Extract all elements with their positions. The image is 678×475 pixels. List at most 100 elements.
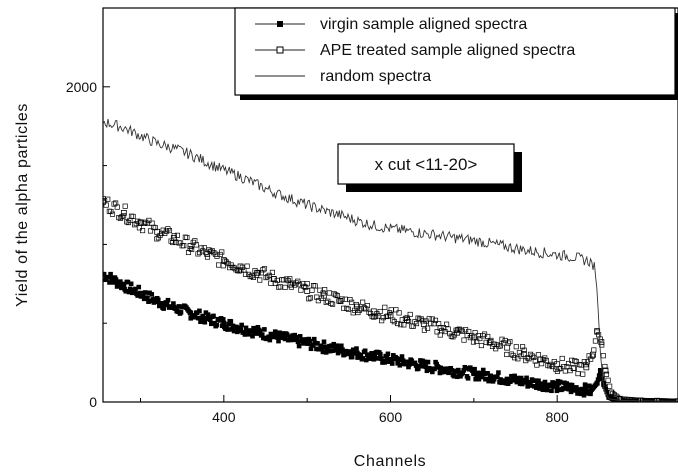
point-ape (314, 294, 320, 300)
point-virgin (320, 349, 326, 355)
point-virgin (311, 336, 317, 342)
point-virgin (331, 341, 337, 347)
point-virgin (209, 321, 214, 327)
point-virgin (371, 356, 377, 362)
point-ape (580, 371, 586, 377)
point-ape (572, 358, 578, 364)
point-virgin (118, 279, 123, 284)
point-virgin (121, 283, 126, 288)
point-ape (513, 344, 519, 350)
point-virgin (197, 308, 202, 314)
point-ape (504, 344, 511, 351)
point-ape (410, 323, 416, 329)
y-axis-title: Yield of the alpha particles (14, 103, 31, 307)
point-ape (328, 300, 334, 307)
point-ape (466, 328, 472, 335)
point-ape (455, 327, 461, 333)
point-ape (344, 305, 350, 311)
point-virgin (595, 377, 601, 382)
point-ape (268, 280, 274, 286)
point-ape (608, 389, 614, 395)
point-ape (409, 323, 415, 329)
point-ape (434, 329, 440, 335)
point-ape (330, 301, 336, 307)
point-virgin (340, 347, 345, 352)
point-virgin (201, 315, 207, 321)
point-ape (603, 371, 610, 377)
point-ape (394, 320, 401, 327)
series-3 (103, 118, 678, 402)
point-ape (192, 238, 198, 244)
point-ape (448, 333, 454, 339)
point-virgin (449, 368, 455, 373)
point-virgin (406, 364, 411, 370)
point-virgin (422, 359, 428, 365)
point-ape (249, 273, 255, 279)
point-ape (589, 353, 595, 359)
point-virgin (557, 379, 563, 385)
point-ape (231, 265, 237, 271)
point-virgin (243, 325, 249, 331)
point-ape (586, 353, 592, 359)
annotation-frame (337, 143, 515, 185)
point-virgin (375, 356, 381, 361)
point-ape (540, 357, 546, 363)
point-virgin (368, 356, 373, 361)
point-virgin (228, 319, 234, 324)
point-ape (371, 314, 377, 320)
point-ape (206, 247, 212, 253)
point-ape (301, 283, 307, 289)
point-virgin (582, 382, 588, 387)
point-virgin (255, 324, 261, 330)
point-ape (602, 363, 608, 370)
point-ape (239, 264, 245, 270)
point-virgin (360, 356, 366, 361)
point-virgin (266, 334, 272, 340)
point-virgin (473, 376, 478, 382)
point-ape (103, 202, 109, 208)
point-ape (559, 355, 565, 362)
point-ape (201, 245, 207, 251)
point-ape (588, 356, 594, 362)
point-virgin (275, 335, 280, 340)
point-ape (261, 266, 268, 272)
point-virgin (188, 315, 194, 321)
point-ape (184, 234, 190, 241)
point-virgin (126, 289, 132, 295)
point-ape (105, 196, 111, 202)
point-virgin (569, 382, 575, 388)
point-virgin (474, 373, 480, 379)
point-ape (309, 287, 315, 293)
point-ape (605, 377, 611, 383)
point-ape (377, 308, 383, 315)
point-virgin (113, 277, 119, 282)
point-ape (320, 290, 326, 296)
point-ape (393, 307, 399, 313)
point-ape (485, 333, 491, 340)
point-ape (497, 343, 503, 349)
point-virgin (512, 373, 517, 379)
point-virgin (363, 357, 369, 363)
point-ape (467, 335, 473, 341)
point-virgin (456, 367, 461, 373)
series-1 (103, 271, 678, 402)
point-ape (598, 339, 605, 346)
point-virgin (164, 300, 170, 306)
legend: virgin sample aligned spectra APE treate… (234, 7, 678, 100)
point-virgin (524, 375, 529, 381)
point-virgin (434, 361, 439, 367)
point-ape (174, 232, 180, 238)
point-ape (342, 296, 348, 302)
point-ape (402, 315, 408, 321)
point-ape (520, 344, 526, 350)
point-ape (233, 267, 239, 273)
x-tick-label: 800 (545, 409, 569, 425)
point-ape (494, 341, 500, 348)
point-virgin (446, 370, 451, 376)
point-ape (331, 291, 337, 297)
point-virgin (580, 390, 586, 395)
point-virgin (111, 280, 117, 285)
point-virgin (477, 370, 483, 376)
point-virgin (192, 313, 198, 318)
point-virgin (594, 380, 600, 386)
